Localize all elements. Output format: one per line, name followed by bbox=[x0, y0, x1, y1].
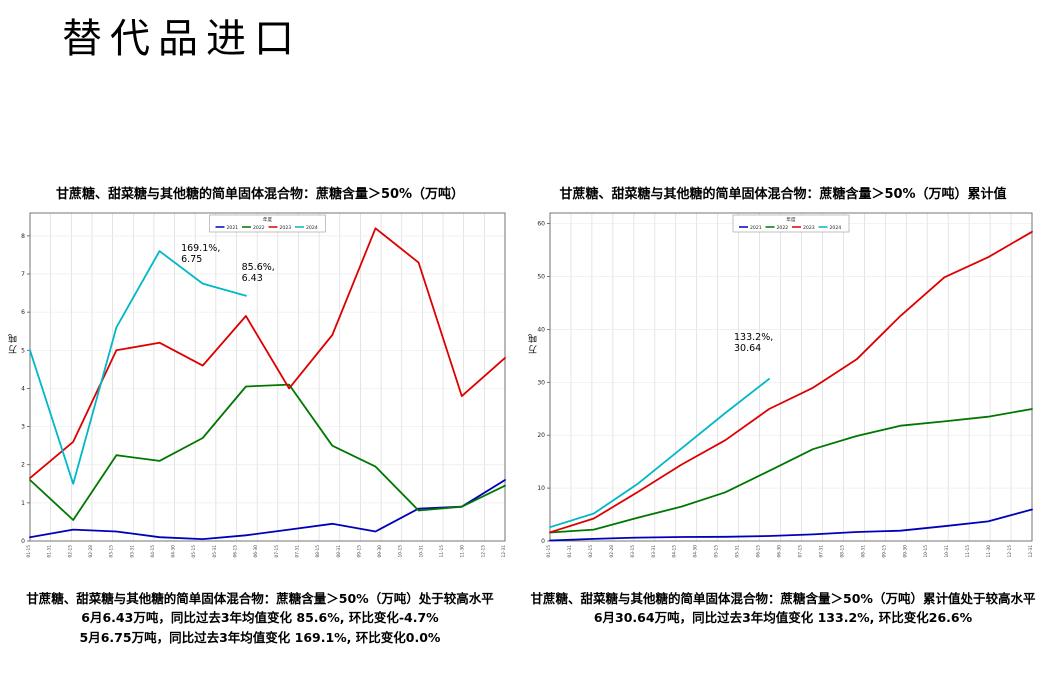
svg-text:10-15: 10-15 bbox=[398, 545, 404, 558]
svg-text:7: 7 bbox=[21, 271, 25, 278]
line-chart-monthly: 01-15 01-31 02-15 02-28 03-15 03-31 04-15 04-30… bbox=[21, 212, 507, 558]
svg-text:10-31: 10-31 bbox=[418, 545, 424, 558]
svg-text:04-30: 04-30 bbox=[693, 545, 699, 558]
svg-text:01-15: 01-15 bbox=[546, 545, 552, 558]
svg-text:169.1%,: 169.1%, bbox=[181, 243, 220, 254]
svg-text:09-30: 09-30 bbox=[377, 545, 383, 558]
svg-text:01-15: 01-15 bbox=[26, 545, 32, 558]
svg-text:02-15: 02-15 bbox=[588, 545, 594, 558]
svg-text:01-31: 01-31 bbox=[567, 545, 573, 558]
svg-text:11-15: 11-15 bbox=[965, 545, 971, 558]
svg-text:07-31: 07-31 bbox=[294, 545, 300, 558]
chart-title: 甘蔗糖、甜菜糖与其他糖的简单固体混合物：蔗糖含量＞50%（万吨） bbox=[55, 187, 465, 202]
line-chart-cumulative: 01-15 01-31 02-15 02-28 03-15 03-31 04-15 04-30… bbox=[537, 212, 1034, 558]
chart-caption: 甘蔗糖、甜菜糖与其他糖的简单固体混合物：蔗糖含量＞50%（万吨）处于较高水平 6… bbox=[6, 589, 514, 647]
svg-text:50: 50 bbox=[537, 273, 545, 280]
svg-text:08-15: 08-15 bbox=[315, 545, 321, 558]
svg-text:03-31: 03-31 bbox=[651, 545, 657, 558]
svg-text:07-15: 07-15 bbox=[797, 545, 803, 558]
svg-text:2021: 2021 bbox=[227, 225, 239, 231]
svg-text:06-15: 06-15 bbox=[233, 545, 239, 558]
caption-line: 甘蔗糖、甜菜糖与其他糖的简单固体混合物：蔗糖含量＞50%（万吨）累计值处于较高水… bbox=[530, 591, 1036, 606]
svg-text:06-30: 06-30 bbox=[777, 545, 783, 558]
svg-text:06-15: 06-15 bbox=[756, 545, 762, 558]
chart-area: 万吨 01-15 01-31 02-15 02-28 03-15 03-31 04-15 04… bbox=[526, 203, 1040, 581]
svg-text:60: 60 bbox=[537, 221, 545, 228]
svg-text:5: 5 bbox=[21, 347, 25, 354]
svg-text:10-31: 10-31 bbox=[944, 545, 950, 558]
svg-text:02-28: 02-28 bbox=[609, 545, 615, 558]
svg-text:03-15: 03-15 bbox=[109, 545, 115, 558]
svg-text:8: 8 bbox=[21, 233, 25, 240]
caption-line: 甘蔗糖、甜菜糖与其他糖的简单固体混合物：蔗糖含量＞50%（万吨）处于较高水平 bbox=[26, 591, 494, 606]
svg-text:20: 20 bbox=[537, 432, 545, 439]
chart-area: 万吨 01-15 01-31 02-15 02-28 03-15 03-31 04-15 04… bbox=[6, 203, 514, 581]
chart-title: 甘蔗糖、甜菜糖与其他糖的简单固体混合物：蔗糖含量＞50%（万吨）累计值 bbox=[559, 187, 1007, 202]
svg-text:05-15: 05-15 bbox=[714, 545, 720, 558]
caption-line: 6月6.43万吨，同比过去3年均值变化 85.6%, 环比变化-4.7% bbox=[81, 610, 439, 626]
svg-text:12-15: 12-15 bbox=[1007, 545, 1013, 558]
svg-text:02-28: 02-28 bbox=[88, 545, 94, 558]
svg-text:85.6%,: 85.6%, bbox=[242, 262, 275, 273]
svg-text:2023: 2023 bbox=[803, 225, 815, 231]
svg-text:11-30: 11-30 bbox=[460, 545, 466, 558]
svg-text:3: 3 bbox=[21, 424, 25, 431]
svg-text:08-31: 08-31 bbox=[336, 545, 342, 558]
svg-text:30.64: 30.64 bbox=[734, 343, 761, 354]
chart-caption: 甘蔗糖、甜菜糖与其他糖的简单固体混合物：蔗糖含量＞50%（万吨）累计值处于较高水… bbox=[526, 589, 1040, 628]
svg-text:04-30: 04-30 bbox=[171, 545, 177, 558]
svg-text:30: 30 bbox=[537, 379, 545, 386]
svg-text:09-30: 09-30 bbox=[902, 545, 908, 558]
svg-text:2021: 2021 bbox=[750, 225, 762, 231]
svg-text:05-31: 05-31 bbox=[735, 545, 741, 558]
svg-text:11-30: 11-30 bbox=[986, 545, 992, 558]
svg-text:40: 40 bbox=[537, 326, 545, 333]
svg-text:0: 0 bbox=[21, 538, 25, 545]
svg-text:02-15: 02-15 bbox=[67, 545, 73, 558]
svg-text:10-15: 10-15 bbox=[923, 545, 929, 558]
svg-text:12-15: 12-15 bbox=[480, 545, 486, 558]
svg-text:6.43: 6.43 bbox=[242, 273, 263, 284]
svg-text:2022: 2022 bbox=[253, 225, 265, 231]
svg-text:07-15: 07-15 bbox=[274, 545, 280, 558]
svg-text:09-15: 09-15 bbox=[356, 545, 362, 558]
svg-text:10: 10 bbox=[537, 485, 545, 492]
chart-figure-monthly: 甘蔗糖、甜菜糖与其他糖的简单固体混合物：蔗糖含量＞50%（万吨） 万吨 01-1… bbox=[6, 183, 514, 647]
svg-text:6: 6 bbox=[21, 309, 25, 316]
svg-text:11-15: 11-15 bbox=[439, 545, 445, 558]
svg-text:2: 2 bbox=[21, 462, 25, 469]
y-axis-label: 万吨 bbox=[9, 331, 19, 354]
svg-text:08-15: 08-15 bbox=[839, 545, 845, 558]
svg-text:05-15: 05-15 bbox=[191, 545, 197, 558]
svg-text:2022: 2022 bbox=[777, 225, 789, 231]
svg-text:年度: 年度 bbox=[263, 216, 273, 223]
svg-text:07-31: 07-31 bbox=[818, 545, 824, 558]
svg-text:06-30: 06-30 bbox=[253, 545, 259, 558]
svg-text:2024: 2024 bbox=[830, 225, 842, 231]
svg-text:12-31: 12-31 bbox=[501, 545, 507, 558]
page-title: 替代品进口 bbox=[62, 16, 302, 62]
svg-text:04-15: 04-15 bbox=[672, 545, 678, 558]
svg-text:12-31: 12-31 bbox=[1028, 545, 1034, 558]
svg-text:09-15: 09-15 bbox=[881, 545, 887, 558]
svg-text:03-15: 03-15 bbox=[630, 545, 636, 558]
svg-text:2023: 2023 bbox=[280, 225, 292, 231]
caption-line: 5月6.75万吨，同比过去3年均值变化 169.1%, 环比变化0.0% bbox=[79, 629, 441, 645]
svg-text:6.75: 6.75 bbox=[181, 254, 202, 265]
svg-text:2024: 2024 bbox=[306, 225, 318, 231]
svg-text:04-15: 04-15 bbox=[150, 545, 156, 558]
svg-text:05-31: 05-31 bbox=[212, 545, 218, 558]
svg-text:0: 0 bbox=[541, 538, 545, 545]
svg-text:01-31: 01-31 bbox=[47, 545, 53, 558]
caption-line: 6月30.64万吨，同比过去3年均值变化 133.2%, 环比变化26.6% bbox=[593, 610, 973, 626]
svg-text:4: 4 bbox=[21, 385, 25, 392]
svg-text:1: 1 bbox=[21, 500, 25, 507]
svg-text:年度: 年度 bbox=[786, 216, 796, 223]
svg-text:03-31: 03-31 bbox=[129, 545, 135, 558]
y-axis-label: 万吨 bbox=[529, 331, 539, 354]
svg-text:133.2%,: 133.2%, bbox=[734, 332, 773, 343]
chart-figure-cumulative: 甘蔗糖、甜菜糖与其他糖的简单固体混合物：蔗糖含量＞50%（万吨）累计值 万吨 0… bbox=[526, 183, 1040, 628]
svg-text:08-31: 08-31 bbox=[860, 545, 866, 558]
